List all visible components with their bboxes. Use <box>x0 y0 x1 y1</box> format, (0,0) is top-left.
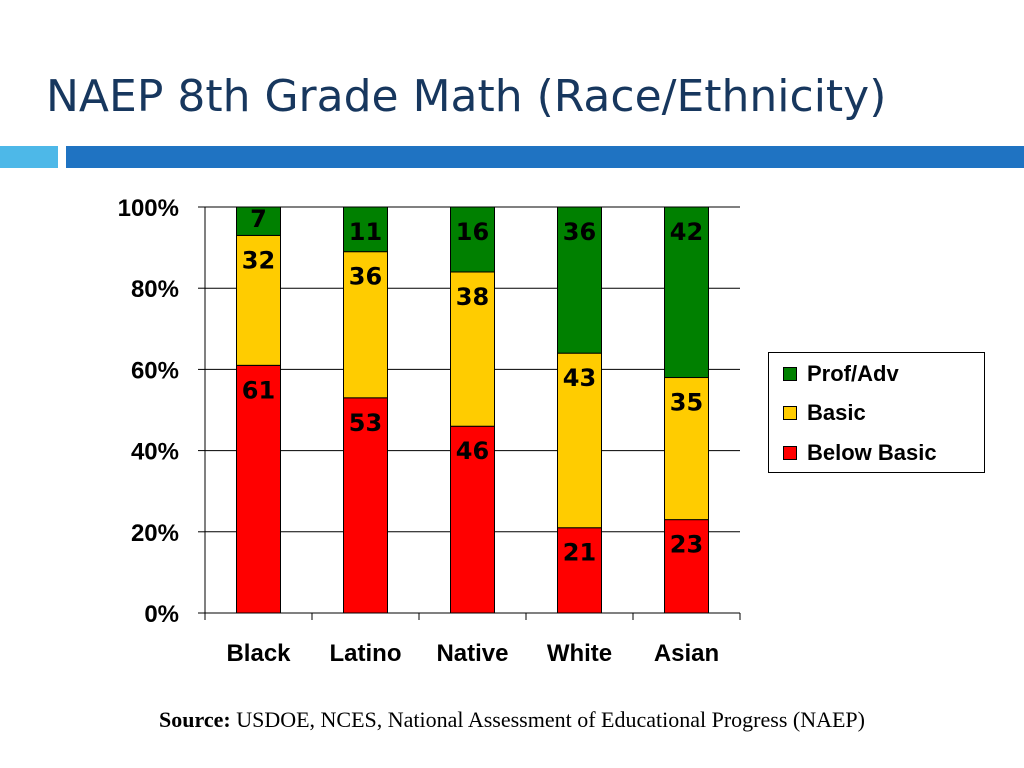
bar-below-basic <box>450 425 495 614</box>
title-rule-bar <box>66 146 1024 168</box>
axes <box>198 206 741 620</box>
title-rule-accent <box>0 146 58 168</box>
data-label-prof-adv: 16 <box>456 218 489 246</box>
x-category-label: Black <box>226 640 291 667</box>
bar-prof-adv <box>450 206 495 273</box>
legend-item-basic: Basic <box>783 400 866 426</box>
data-label-basic: 35 <box>670 389 703 417</box>
data-label-basic: 36 <box>349 263 382 291</box>
legend-label-below-basic: Below Basic <box>807 440 937 465</box>
legend-label-basic: Basic <box>807 400 866 425</box>
bar-below-basic <box>557 527 602 614</box>
data-label-prof-adv: 42 <box>670 218 703 246</box>
y-tick-label: 80% <box>131 276 179 303</box>
y-tick-label: 20% <box>131 520 179 547</box>
bar-basic <box>236 234 281 366</box>
y-tick-label: 0% <box>144 601 179 628</box>
legend-label-prof-adv: Prof/Adv <box>807 361 899 386</box>
x-category-label: Latino <box>330 640 402 667</box>
bar-basic <box>450 271 495 427</box>
labels: 0% 20% 40% 60% 80% 100% 61 32 7 Black 53 36 11 Latino… <box>118 195 720 667</box>
data-label-below-basic: 61 <box>242 376 275 404</box>
data-label-prof-adv: 36 <box>563 218 596 246</box>
legend-item-prof-adv: Prof/Adv <box>783 361 899 387</box>
source-text: USDOE, NCES, National Assessment of Educ… <box>236 707 865 732</box>
bar-below-basic <box>236 364 281 614</box>
data-label-basic: 32 <box>242 246 275 274</box>
x-category-label: Asian <box>654 640 719 667</box>
bar-below-basic <box>343 397 388 614</box>
x-category-label: White <box>547 640 612 667</box>
bar-below-basic <box>664 519 709 614</box>
legend-item-below-basic: Below Basic <box>783 440 937 466</box>
bar-prof-adv <box>236 206 281 236</box>
bar-prof-adv <box>343 206 388 253</box>
bar-basic <box>343 251 388 399</box>
bar-prof-adv <box>557 206 602 354</box>
y-tick-label: 100% <box>118 195 179 222</box>
data-label-basic: 38 <box>456 283 489 311</box>
data-label-below-basic: 21 <box>563 539 596 567</box>
y-tick-label: 40% <box>131 439 179 466</box>
x-category-label: Native <box>436 640 508 667</box>
bars <box>236 206 709 614</box>
chart-legend: Prof/Adv Basic Below Basic <box>768 352 985 473</box>
data-label-prof-adv: 7 <box>250 205 267 233</box>
legend-swatch-prof-adv <box>783 367 797 381</box>
legend-swatch-below-basic <box>783 446 797 460</box>
data-label-basic: 43 <box>563 364 596 392</box>
source-note: Source: USDOE, NCES, National Assessment… <box>0 707 1024 733</box>
data-label-prof-adv: 11 <box>349 218 382 246</box>
data-label-below-basic: 46 <box>456 437 489 465</box>
source-label: Source: <box>159 707 231 732</box>
slide-title: NAEP 8th Grade Math (Race/Ethnicity) <box>46 71 887 122</box>
data-label-below-basic: 53 <box>349 409 382 437</box>
y-tick-label: 60% <box>131 357 179 384</box>
bar-basic <box>557 352 602 529</box>
data-label-below-basic: 23 <box>670 531 703 559</box>
bar-basic <box>664 377 709 521</box>
legend-swatch-basic <box>783 406 797 420</box>
bar-prof-adv <box>664 206 709 379</box>
